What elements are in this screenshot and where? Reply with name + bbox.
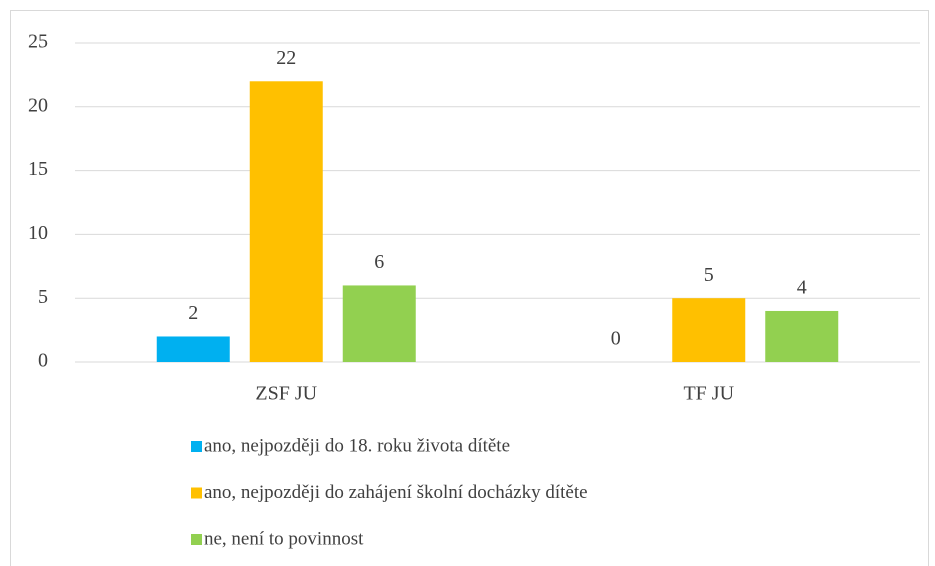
data-label: 6: [374, 251, 384, 273]
legend-swatch: [191, 487, 202, 499]
data-label: 2: [188, 302, 198, 324]
y-tick-label: 20: [28, 94, 48, 116]
x-tick-label: ZSF JU: [255, 383, 317, 405]
y-tick-label: 0: [38, 350, 48, 372]
bar: [765, 310, 839, 362]
y-tick-label: 25: [28, 31, 48, 53]
bar: [249, 81, 323, 362]
legend-label: ne, není to povinnost: [204, 528, 364, 549]
data-label: 5: [704, 264, 714, 286]
chart-border: [10, 10, 929, 566]
bar: [672, 298, 746, 362]
legend-label: ano, nejpozději do zahájení školní dochá…: [204, 482, 588, 503]
y-tick-label: 5: [38, 286, 48, 308]
bar: [342, 285, 416, 362]
data-label: 0: [611, 328, 621, 350]
bar: [156, 336, 230, 362]
data-label: 4: [797, 277, 807, 299]
y-tick-label: 10: [28, 222, 48, 244]
x-tick-label: TF JU: [683, 383, 734, 405]
legend-swatch: [191, 441, 202, 452]
legend-swatch: [191, 534, 202, 545]
legend-label: ano, nejpozději do 18. roku života dítět…: [204, 435, 510, 456]
data-label: 22: [276, 47, 296, 69]
y-tick-label: 15: [28, 158, 48, 180]
